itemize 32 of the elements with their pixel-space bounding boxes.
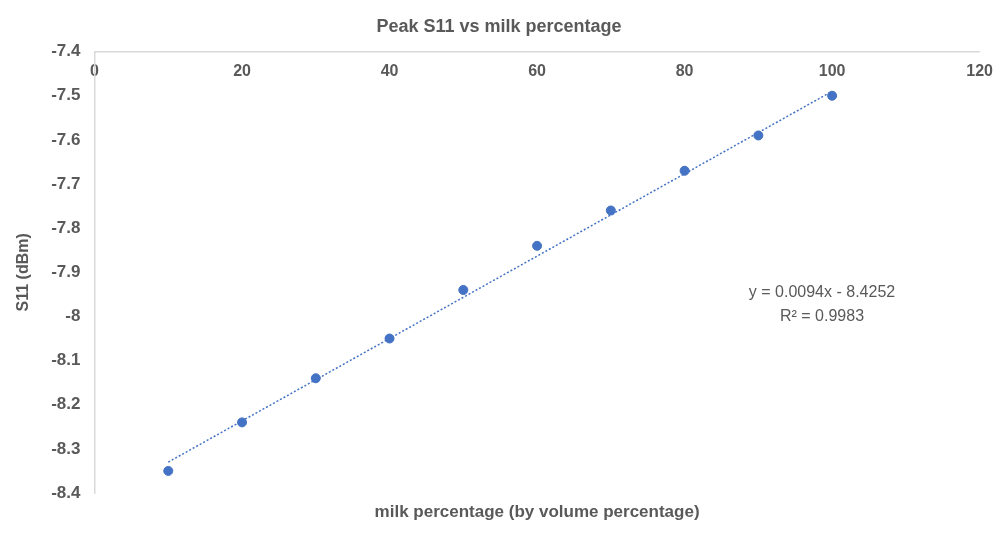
point <box>384 333 395 344</box>
y-tick-label: -8.1 <box>51 350 81 370</box>
x-tick-label: 120 <box>966 61 994 79</box>
y-tick-label: -7.8 <box>51 217 81 237</box>
point <box>679 165 690 176</box>
point <box>237 417 248 428</box>
point <box>458 284 469 295</box>
y-tick-label: -8.2 <box>51 394 81 414</box>
y-axis-title: S11 (dBm) <box>14 233 32 312</box>
annotation: R² = 0.9983 <box>779 307 865 324</box>
point <box>310 373 321 384</box>
point <box>532 240 543 251</box>
chart-title: Peak S11 vs milk percentage <box>376 15 622 36</box>
x-tick-label: 40 <box>380 61 399 79</box>
x-tick-label: 20 <box>233 61 252 79</box>
y-tick-label: -8.4 <box>51 482 82 502</box>
y-tick-label: -8.3 <box>51 438 81 458</box>
annotation: y = 0.0094x - 8.4252 <box>748 283 896 300</box>
x-tick-label: 60 <box>528 61 547 79</box>
point <box>605 205 616 216</box>
y-tick-label: -7.5 <box>51 85 81 105</box>
point <box>163 465 174 476</box>
point <box>827 90 838 101</box>
x-tick-label: 100 <box>818 61 846 79</box>
y-tick-label: -7.9 <box>51 261 81 281</box>
y-tick-label: -7.6 <box>51 129 81 149</box>
x-tick-label: 80 <box>675 61 694 79</box>
y-tick-label: -8 <box>65 306 81 326</box>
y-tick-label: -7.4 <box>51 41 82 61</box>
y-tick-label: -7.7 <box>51 173 81 193</box>
x-axis-title: milk percentage (by volume percentage) <box>374 502 700 521</box>
point <box>753 130 764 141</box>
